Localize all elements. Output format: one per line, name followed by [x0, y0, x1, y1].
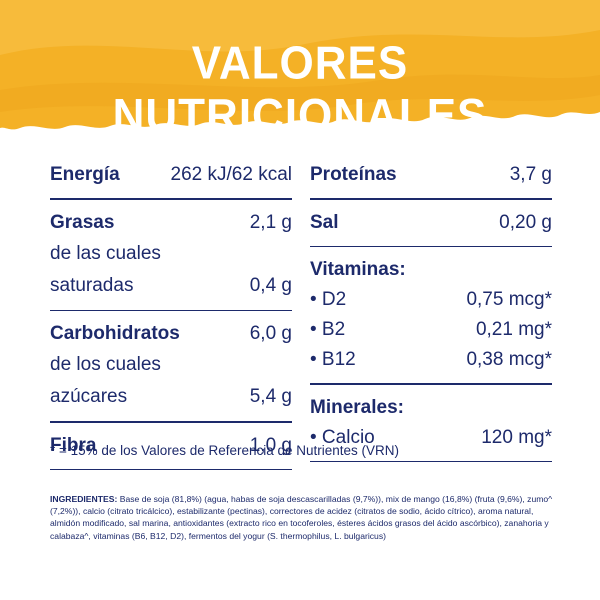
vitamina-b2-label: • B2 — [310, 319, 346, 340]
grasas-sub-label-2: saturadas — [50, 274, 134, 296]
vitamina-b12-label: • B12 — [310, 349, 356, 370]
energia-block: Energía 262 kJ/62 kcal — [50, 158, 292, 196]
left-column: Energía 262 kJ/62 kcal Grasas 2,1 g de l… — [50, 158, 292, 476]
sal-value: 0,20 g — [499, 211, 552, 233]
fibra-value: 1,0 g — [249, 434, 292, 456]
divider — [310, 460, 552, 462]
saturadas-value: 0,4 g — [249, 274, 292, 296]
fibra-block: Fibra 1,0 g — [50, 429, 292, 467]
vitaminas-label: Vitaminas: — [310, 259, 406, 280]
proteinas-value: 3,7 g — [509, 164, 552, 185]
vitamina-b2-value: 0,21 mg* — [475, 319, 552, 340]
minerales-block: Minerales: • Calcio 120 mg* — [310, 391, 552, 459]
energia-label: Energía — [50, 164, 120, 185]
divider — [50, 198, 292, 200]
carbohidratos-block: Carbohidratos 6,0 g de los cuales azúcar… — [50, 317, 292, 419]
vitamina-d2-label: • D2 — [310, 289, 347, 310]
divider — [50, 421, 292, 423]
sal-label: Sal — [310, 211, 339, 233]
grasas-sub-label-1: de las cuales — [50, 242, 161, 264]
vitaminas-block: Vitaminas: • D2 0,75 mcg* • B2 0,21 mg* … — [310, 253, 552, 381]
divider — [310, 198, 552, 200]
ingredients-label: INGREDIENTES: — [50, 494, 118, 504]
right-column: Proteínas 3,7 g Sal 0,20 g Vitaminas: • … — [310, 158, 552, 468]
fibra-label: Fibra — [50, 434, 97, 456]
vitamina-d2-value: 0,75 mcg* — [466, 289, 552, 310]
ingredients-body: Base de soja (81,8%) (agua, habas de soj… — [50, 494, 553, 541]
divider — [50, 468, 292, 470]
divider — [310, 383, 552, 385]
azucares-value: 5,4 g — [249, 386, 292, 407]
calcio-value: 120 mg* — [481, 426, 552, 448]
vitamina-b12-value: 0,38 mcg* — [466, 349, 552, 370]
minerales-label: Minerales: — [310, 396, 404, 418]
ingredients-text: INGREDIENTES: Base de soja (81,8%) (agua… — [50, 493, 555, 542]
sal-block: Sal 0,20 g — [310, 206, 552, 244]
calcio-label: • Calcio — [310, 426, 375, 448]
divider — [310, 245, 552, 247]
grasas-label: Grasas — [50, 211, 115, 233]
page-title: VALORES NUTRICIONALES — [112, 37, 488, 142]
carbohidratos-label: Carbohidratos — [50, 323, 180, 344]
energia-value: 262 kJ/62 kcal — [170, 164, 292, 185]
divider — [50, 309, 292, 311]
carbohidratos-sub-label-1: de los cuales — [50, 354, 161, 375]
carbohidratos-sub-label-2: azúcares — [50, 386, 128, 407]
proteinas-label: Proteínas — [310, 164, 397, 185]
header-banner — [0, 0, 600, 150]
grasas-value: 2,1 g — [249, 211, 292, 233]
footnote: * = 15% de los Valores de Referencia de … — [50, 443, 400, 458]
proteinas-block: Proteínas 3,7 g — [310, 158, 552, 196]
grasas-block: Grasas 2,1 g de las cuales saturadas 0,4… — [50, 206, 292, 308]
carbohidratos-value: 6,0 g — [249, 323, 292, 344]
